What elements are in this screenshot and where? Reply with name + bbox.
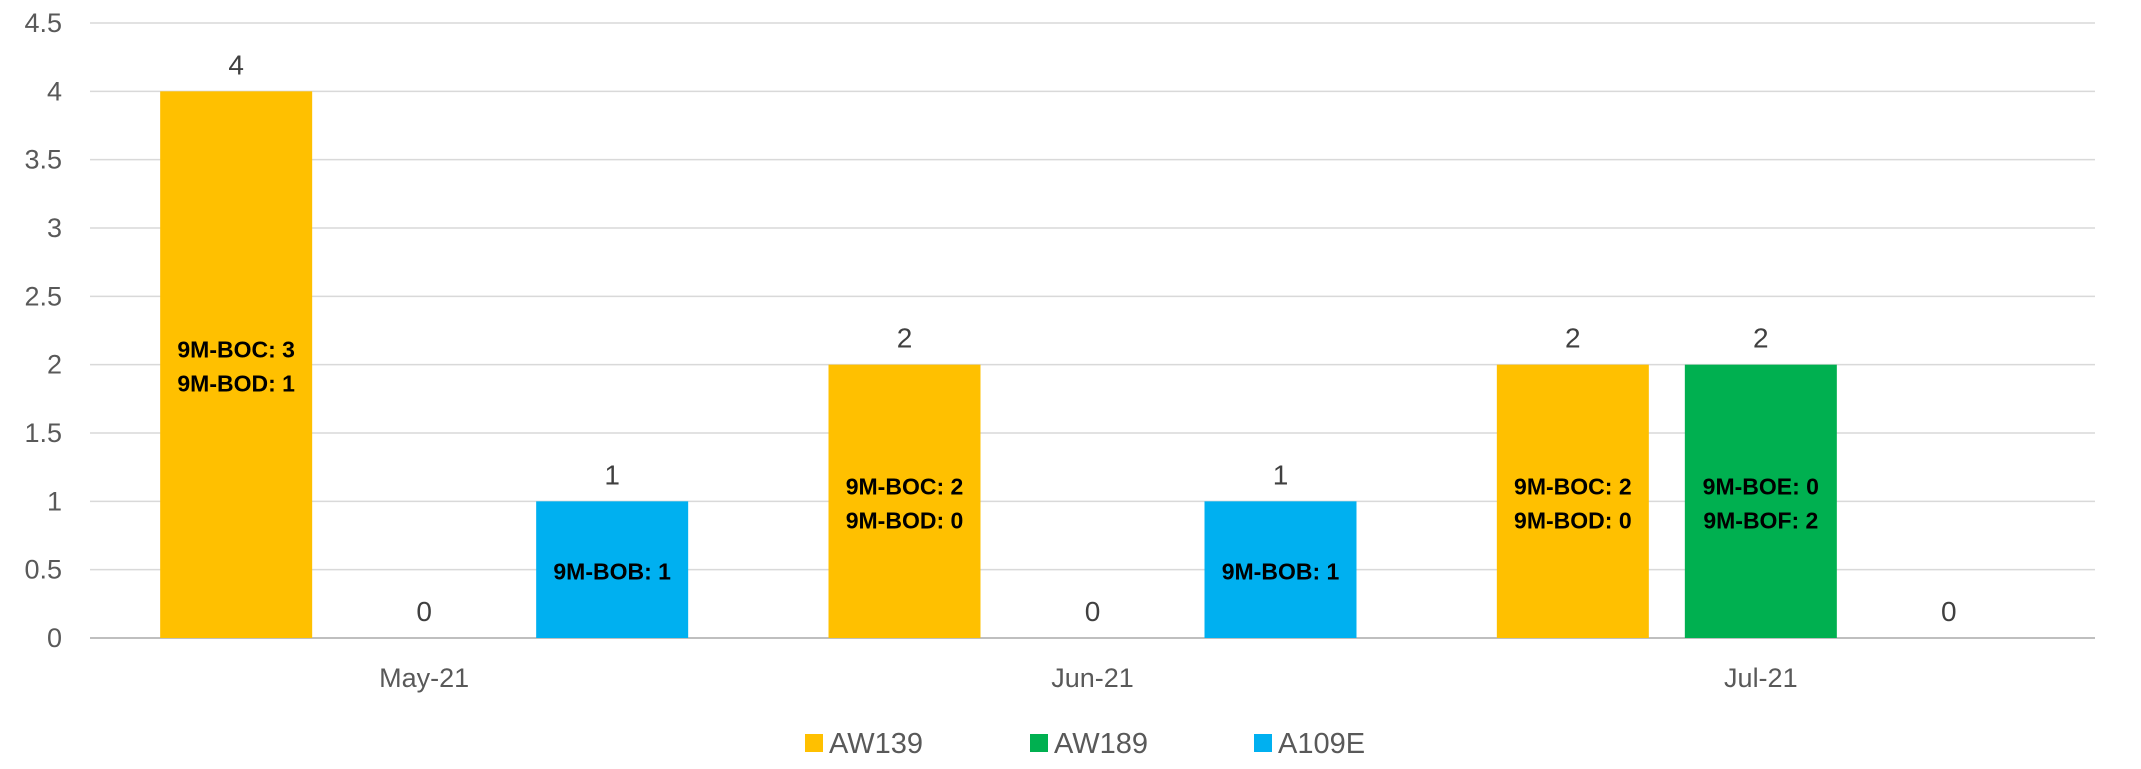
- bar-aw189-jul-21: [1684, 364, 1837, 638]
- bar-a109e-may-21: [536, 501, 689, 638]
- legend: AW139 AW189 A109E: [805, 728, 1365, 760]
- y-tick-label: 3.5: [24, 145, 62, 175]
- bar-annotation: 9M-BOD: 0: [1514, 507, 1632, 533]
- bar-aw139-jun-21: [828, 364, 981, 638]
- data-label: 0: [416, 596, 432, 627]
- y-tick-label: 3: [47, 213, 62, 243]
- bar-annotation: 9M-BOC: 2: [1514, 473, 1632, 499]
- data-labels: 4 0 1 2 0 1 2 2 0: [228, 49, 1956, 627]
- legend-label: AW139: [829, 728, 923, 760]
- gridlines: [90, 22, 2095, 639]
- bar-annotation: 9M-BOD: 0: [846, 507, 964, 533]
- bar-annotation: 9M-BOB: 1: [553, 559, 671, 585]
- bar-annotation: 9M-BOC: 3: [177, 337, 295, 363]
- y-tick-label: 0: [47, 623, 62, 653]
- y-tick-label: 4.5: [24, 8, 62, 38]
- legend-label: A109E: [1278, 728, 1365, 760]
- x-category-label: May-21: [379, 663, 469, 693]
- bar-annotation: 9M-BOD: 1: [177, 371, 295, 397]
- y-tick-label: 1.5: [24, 418, 62, 448]
- x-category-label: Jul-21: [1724, 663, 1798, 693]
- bar-a109e-jun-21: [1204, 501, 1357, 638]
- bar-annotation: 9M-BOF: 2: [1703, 507, 1818, 533]
- bar-annotation: 9M-BOC: 2: [846, 473, 964, 499]
- bar-aw139-may-21: [160, 91, 313, 639]
- data-label: 0: [1085, 596, 1101, 627]
- y-axis-ticks: 0 0.5 1 1.5 2 2.5 3 3.5 4 4.5: [24, 8, 62, 653]
- data-label: 2: [1565, 323, 1581, 354]
- legend-label: AW189: [1054, 728, 1148, 760]
- bar-aw139-jul-21: [1496, 364, 1649, 638]
- y-tick-label: 0.5: [24, 555, 62, 585]
- y-tick-label: 1: [47, 486, 62, 516]
- legend-swatch: [1030, 734, 1048, 752]
- data-label: 2: [897, 323, 913, 354]
- x-axis-categories: May-21 Jun-21 Jul-21: [379, 663, 1797, 693]
- y-tick-label: 2: [47, 350, 62, 380]
- bars: [160, 91, 1837, 639]
- x-category-label: Jun-21: [1051, 663, 1134, 693]
- data-label: 2: [1753, 323, 1769, 354]
- bar-annotations: 9M-BOC: 3 9M-BOD: 1 9M-BOB: 1 9M-BOC: 2 9M-B…: [177, 337, 1819, 585]
- legend-swatch: [1254, 734, 1272, 752]
- bar-annotation: 9M-BOE: 0: [1703, 473, 1819, 499]
- bar-annotation: 9M-BOB: 1: [1222, 559, 1340, 585]
- data-label: 1: [604, 459, 620, 490]
- data-label: 1: [1273, 459, 1289, 490]
- y-tick-label: 4: [47, 76, 62, 106]
- data-label: 0: [1941, 596, 1957, 627]
- legend-swatch: [805, 734, 823, 752]
- data-label: 4: [228, 49, 244, 80]
- y-tick-label: 2.5: [24, 281, 62, 311]
